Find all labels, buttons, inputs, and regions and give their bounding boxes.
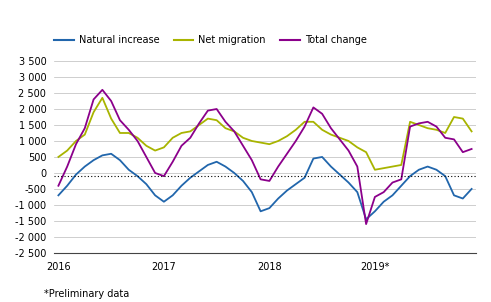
Legend: Natural increase, Net migration, Total change: Natural increase, Net migration, Total c…: [51, 31, 370, 49]
Text: *Preliminary data: *Preliminary data: [44, 289, 130, 299]
